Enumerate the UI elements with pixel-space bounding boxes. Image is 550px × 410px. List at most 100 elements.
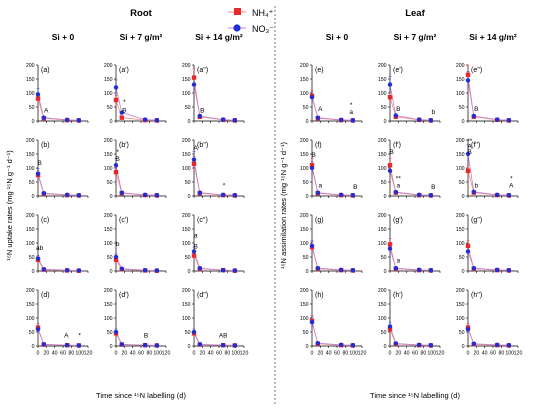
y-tick-label: 150 — [182, 77, 191, 83]
data-point-no3 — [494, 192, 500, 198]
x-tick-label: 120 — [84, 351, 93, 357]
data-point-no3 — [387, 82, 393, 87]
data-point-no3 — [197, 342, 203, 347]
panel-label: (h'') — [471, 292, 482, 299]
y-tick-label: 200 — [26, 138, 35, 144]
data-point-nh4 — [191, 253, 197, 258]
annotation: * — [123, 99, 126, 106]
y-tick-label: 50 — [381, 105, 387, 111]
y-tick-label: 100 — [104, 91, 113, 97]
y-tick-label: 0 — [384, 119, 387, 125]
y-tick-label: 0 — [384, 194, 387, 200]
series-line-no3 — [193, 84, 235, 121]
y-tick-label: 0 — [188, 269, 191, 275]
y-tick-label: 150 — [456, 77, 465, 83]
series-line-no3 — [467, 329, 509, 346]
data-point-nh4 — [465, 168, 471, 173]
panel-label: (f') — [393, 142, 401, 149]
column-title: Si + 14 g/m² — [469, 32, 517, 42]
y-tick-label: 100 — [378, 166, 387, 172]
data-point-no3 — [428, 267, 434, 273]
data-point-no3 — [76, 192, 82, 198]
y-tick-label: 0 — [110, 194, 113, 200]
data-point-nh4 — [191, 161, 197, 166]
data-point-no3 — [315, 341, 321, 346]
data-point-no3 — [393, 341, 399, 346]
y-tick-label: 100 — [182, 241, 191, 247]
x-tick-label: 80 — [420, 351, 426, 357]
y-axis-label: ¹⁵N assimilation rates (mg ¹⁵N g⁻¹ d⁻¹) — [279, 141, 288, 269]
x-tick-label: 20 — [43, 351, 49, 357]
data-point-no3 — [113, 163, 119, 168]
annotation: b — [432, 109, 436, 116]
y-tick-label: 100 — [378, 91, 387, 97]
x-tick-label: 20 — [199, 351, 205, 357]
y-tick-label: 200 — [378, 63, 387, 69]
y-tick-label: 0 — [110, 119, 113, 125]
x-tick-label: 20 — [121, 351, 127, 357]
data-point-no3 — [350, 192, 356, 198]
series-line-no3 — [37, 173, 79, 196]
data-point-no3 — [41, 267, 47, 272]
annotation: B — [115, 156, 119, 163]
data-point-no3 — [191, 329, 197, 335]
panel: 0 50 100 150 200 (e) A *a — [300, 63, 363, 125]
data-point-nh4 — [113, 170, 119, 175]
annotation: a — [194, 232, 198, 239]
data-point-no3 — [191, 82, 197, 87]
series-line-no3 — [389, 170, 431, 196]
data-point-no3 — [393, 189, 399, 195]
y-tick-label: 100 — [104, 316, 113, 322]
data-point-no3 — [393, 266, 399, 271]
data-point-no3 — [154, 192, 160, 198]
data-point-nh4 — [119, 115, 125, 120]
x-tick-label: 60 — [412, 351, 418, 357]
y-tick-label: 150 — [300, 302, 309, 308]
y-tick-label: 0 — [306, 194, 309, 200]
y-tick-label: 150 — [300, 152, 309, 158]
x-tick-label: 40 — [52, 351, 58, 357]
y-tick-label: 100 — [26, 91, 35, 97]
data-point-no3 — [64, 192, 70, 198]
y-tick-label: 50 — [185, 330, 191, 336]
panel-label: (b'') — [197, 142, 208, 149]
data-point-no3 — [315, 190, 321, 195]
annotation: b — [475, 183, 479, 190]
y-tick-label: 0 — [110, 269, 113, 275]
panel: 0 50 100 150 200 (g') a — [378, 213, 441, 275]
annotation: * — [510, 176, 513, 183]
x-tick-label: 100 — [427, 351, 436, 357]
y-tick-label: 0 — [462, 119, 465, 125]
x-tick-label: 100 — [231, 351, 240, 357]
data-point-no3 — [350, 342, 356, 348]
annotation: ** — [396, 176, 402, 183]
x-tick-label: 80 — [498, 351, 504, 357]
annotation: B — [37, 160, 41, 167]
series-line-no3 — [115, 87, 157, 121]
y-tick-label: 200 — [300, 213, 309, 219]
panel-label: (d) — [41, 292, 50, 299]
data-point-no3 — [338, 267, 344, 273]
y-tick-label: 50 — [107, 330, 113, 336]
y-tick-label: 200 — [378, 213, 387, 219]
x-tick-label: 40 — [208, 351, 214, 357]
y-tick-label: 100 — [456, 91, 465, 97]
series-line-no3 — [467, 80, 509, 121]
annotation: B — [389, 149, 393, 156]
y-tick-label: 150 — [378, 227, 387, 233]
annotation: a — [349, 109, 353, 116]
annotation: a — [319, 183, 323, 190]
y-axis-label: ¹⁵N uptake rates (mg ¹⁵N g⁻¹ d⁻¹) — [5, 150, 14, 261]
annotation: B — [193, 244, 197, 251]
data-point-no3 — [76, 268, 82, 273]
y-tick-label: 50 — [459, 330, 465, 336]
y-tick-label: 150 — [182, 152, 191, 158]
data-point-no3 — [416, 342, 422, 348]
x-tick-label: 0 — [311, 351, 314, 357]
series-line-no3 — [193, 251, 235, 271]
annotation: * — [223, 183, 226, 190]
data-point-no3 — [232, 117, 238, 123]
